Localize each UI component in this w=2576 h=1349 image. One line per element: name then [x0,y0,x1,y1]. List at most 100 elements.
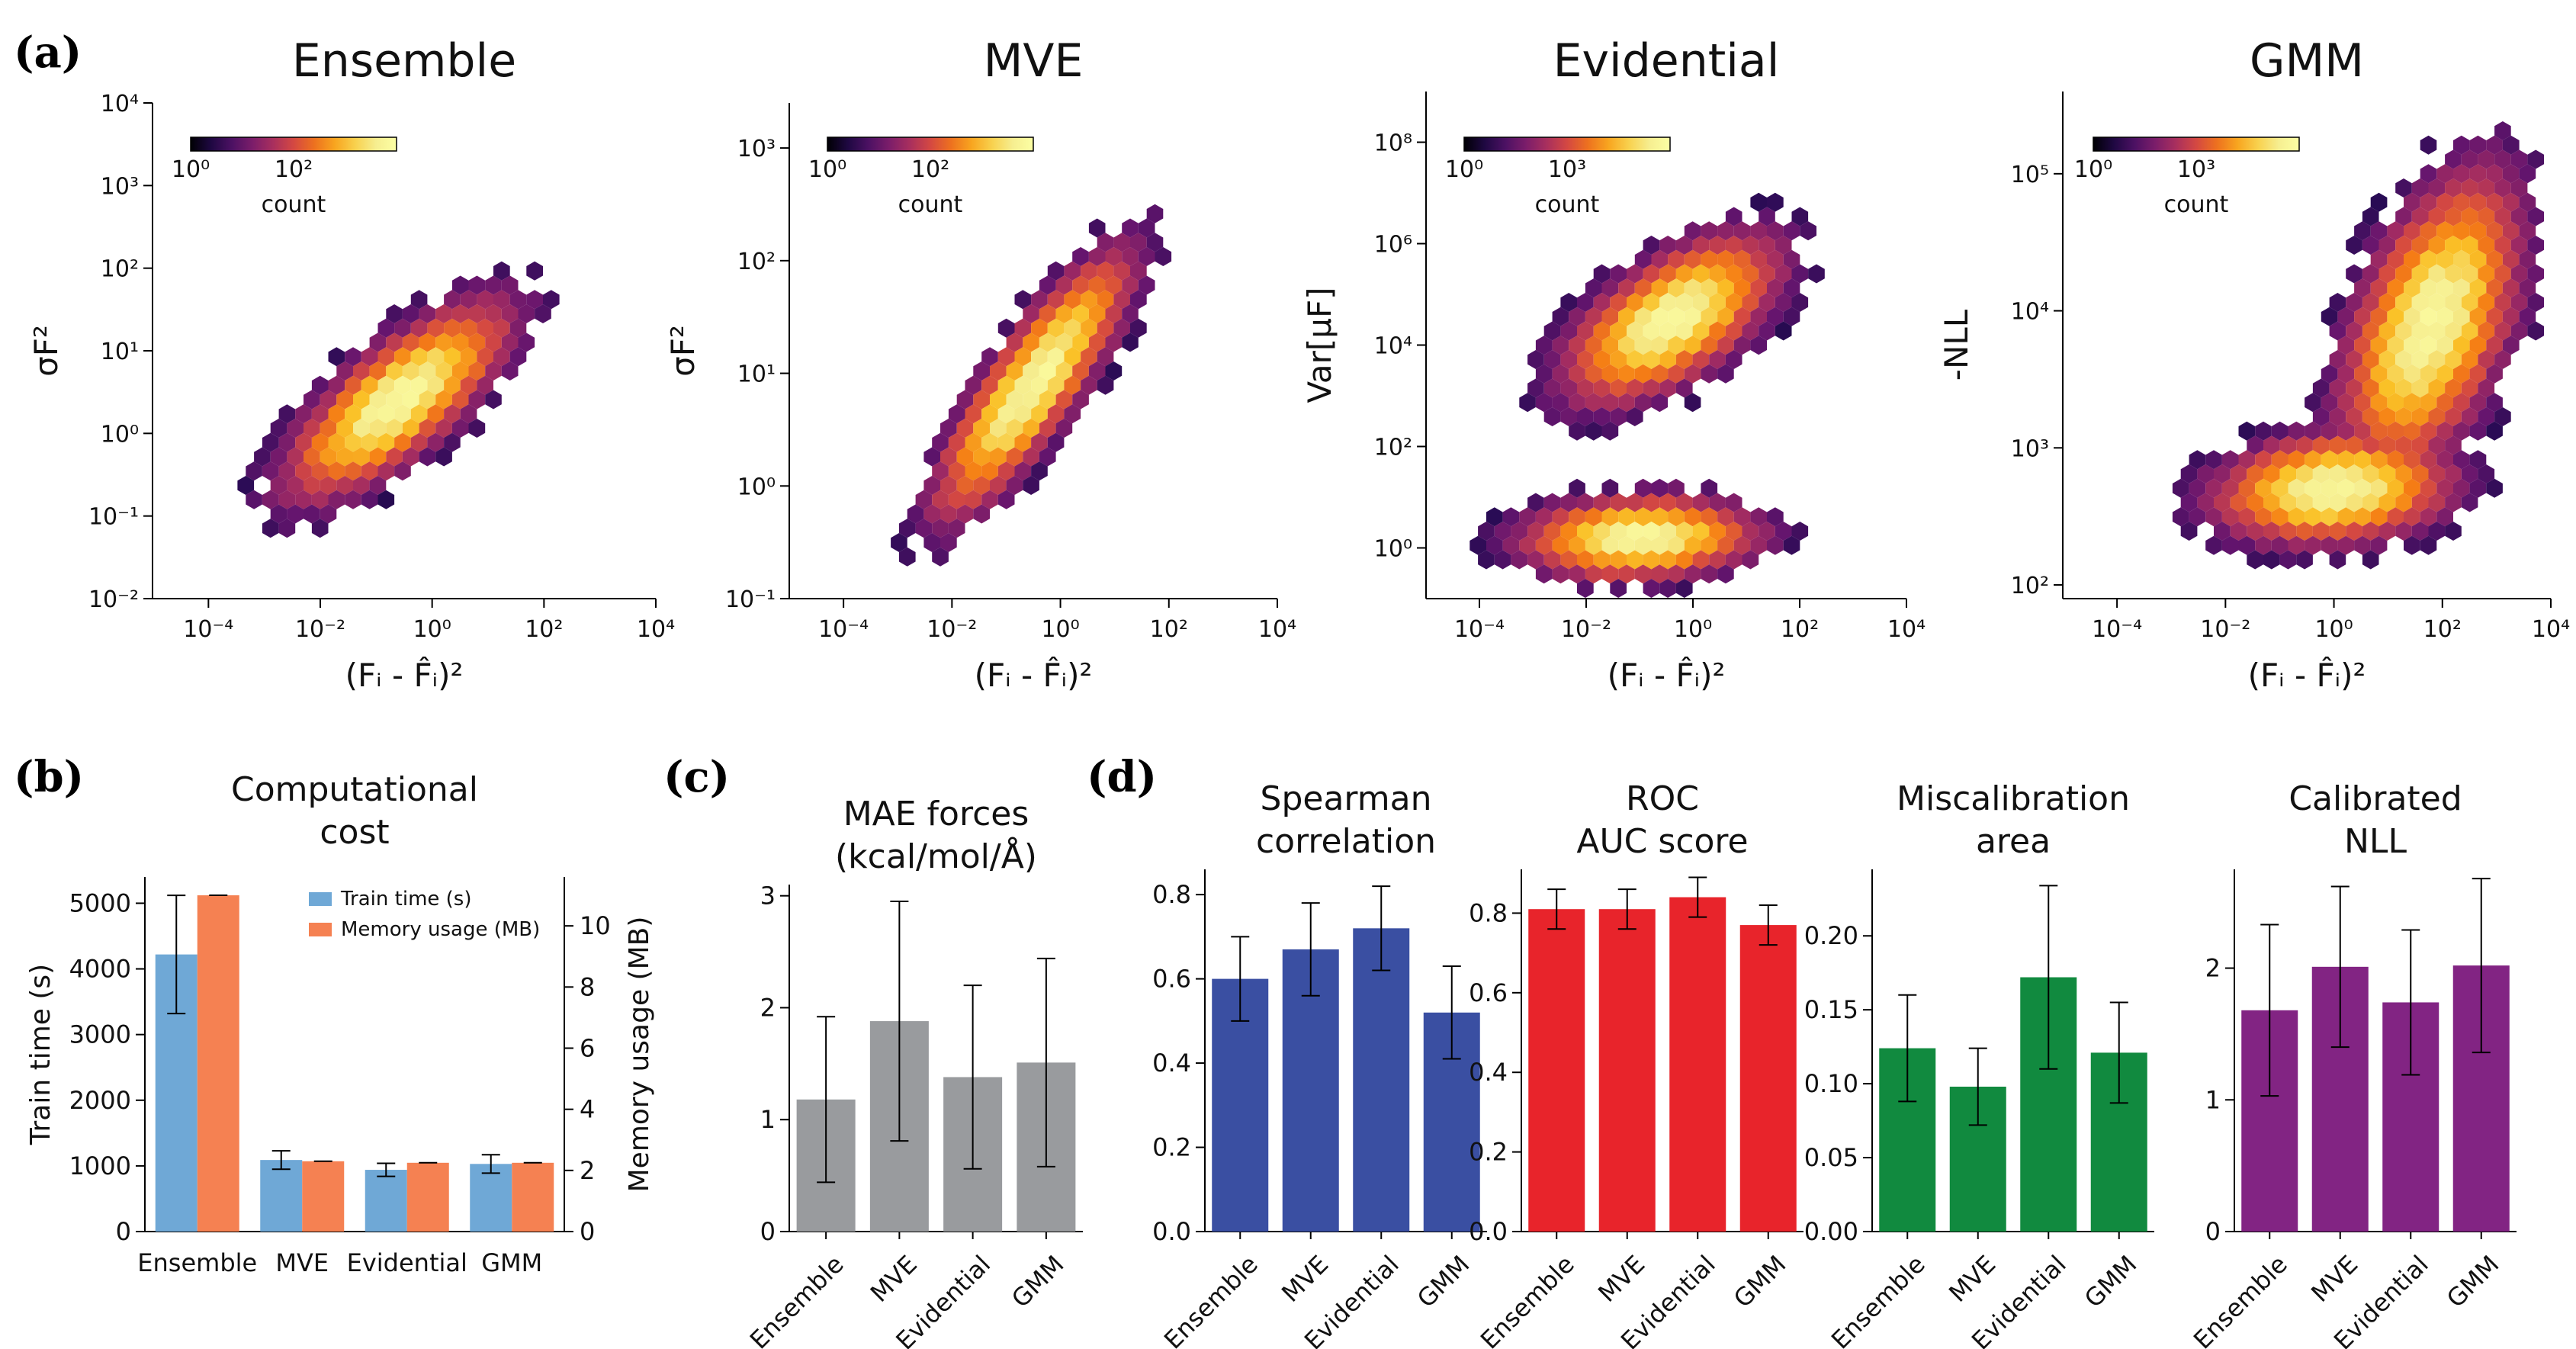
hexbin-cell [2469,135,2487,155]
hexbin-cell [2255,421,2272,441]
hexbin-cell [2469,450,2487,470]
hexbin-cell [2404,249,2420,269]
hexbin-cell [1014,347,1032,367]
hexbin-cell [2370,450,2388,470]
hexbin-cell [1113,261,1130,281]
hexbin-cell [1767,249,1784,269]
hexbin-cell [1055,361,1073,381]
x-tick-label: 10⁻⁴ [818,616,869,643]
hexbin-cell [1047,290,1065,310]
hexbin-cell [1130,318,1147,338]
hexbin-cell [2238,535,2256,555]
hexbin-cell [2436,421,2453,441]
hexbin-cell [2362,378,2379,398]
hexbin-cell [1791,264,1809,284]
x-axis-label: (Fᵢ - F̂ᵢ)² [975,656,1093,694]
hexbin-cell [2387,421,2404,441]
hexbin-cell [2453,364,2470,384]
hexbin-cell [1569,535,1585,555]
hexbin-cell [2296,522,2313,541]
hexbin-cell [2354,336,2371,355]
hexbin-cell [1684,307,1701,326]
hexbin-cell [2469,192,2487,212]
hexbin-cell [2461,350,2478,369]
hexbin-cell [923,447,940,467]
hexbin-cell [1039,332,1056,352]
hexbin-cell [2263,493,2280,512]
y-tick-label: 0.6 [1152,965,1191,994]
hexbin-cell [402,390,419,410]
hexbin-cell [1750,507,1767,527]
hexbin-cell [2378,293,2396,312]
hexbin-cell [2502,135,2520,155]
y-tick-label: 10² [737,249,776,275]
hexbin-cell [1122,247,1139,266]
hexbin-cell [1023,419,1039,438]
hexbin-cell [2445,350,2462,369]
bar-title-line-2: area [1976,822,2051,861]
hexbin-cell [2247,522,2263,541]
hexbin-cell [1692,350,1710,369]
hexbin-cell [2370,336,2388,355]
y-tick-label: 10³ [737,136,776,162]
hexbin-cell [1535,507,1553,527]
hexbin-cell [451,419,469,438]
hexbin-cell [2510,321,2528,341]
hexbin-cell [1569,393,1585,413]
hexbin-cell [1543,378,1561,398]
hexbin-cell [973,504,990,524]
hexbin-cell [2420,364,2437,384]
hexbin-cell [1651,336,1669,355]
hexbin-cell [1717,336,1734,355]
hexbin-cell [1601,535,1619,555]
hexbin-cell [2519,249,2536,269]
x-tick-label: 10² [1150,616,1188,643]
hexbin-cell [1634,278,1652,298]
hexbin-cell [2510,207,2528,226]
hexbin-cell [460,290,477,310]
x-tick-label: MVE [1943,1250,2001,1308]
hexbin-cell [262,461,279,481]
y-tick-label: 10⁴ [101,91,139,117]
hexbin-cell [394,347,411,367]
hexbin-cell [2337,364,2355,384]
bar-title-line-1: Spearman [1261,779,1432,818]
hexbin-cell [526,290,543,310]
hexbin-cell [1023,304,1039,323]
hexbin-cell [493,261,510,281]
hexbin-cell [2445,321,2462,341]
hexbin-cell [1668,564,1685,584]
hexbin-cell [1618,507,1635,527]
hexbin-cell [477,290,493,310]
y-tick-label: 0.2 [1469,1138,1508,1167]
hexbin-cell [254,447,271,467]
hexbin-cell [2346,236,2362,255]
hexbin-cell [386,419,403,438]
y-tick-label: 0.8 [1152,880,1191,909]
hexbin-cell [1535,564,1553,584]
hexbin-cell [997,432,1015,452]
hexbin-cell [932,490,949,509]
hexbin-cell [2411,321,2429,341]
hexbin-cell [2445,207,2462,226]
hexbin-cell [2411,207,2429,226]
hexbin-cell [1634,307,1652,326]
hexbin-cell [246,461,262,481]
hexbin-cell [907,504,924,524]
hexbin-cell [1701,221,1718,241]
hexbin-cell [353,476,370,495]
hexbin-cell [1081,318,1097,338]
hexbin-cell [1643,236,1660,255]
hexbin-cell [1560,321,1577,341]
hexbin-cell [1725,321,1742,341]
colorbar-tick: 10² [275,156,313,183]
hexbin-cell [1627,522,1643,541]
hexbin-cell [394,375,411,395]
hexbin-cell [1593,350,1611,369]
hexbin-cell [2395,435,2412,455]
colorbar-label: count [262,191,326,218]
y-axis-label: Train time (s) [25,964,56,1145]
hexbin-cell [981,432,998,452]
hexbin-cell [1014,318,1032,338]
hexbin-cell [2230,493,2247,512]
